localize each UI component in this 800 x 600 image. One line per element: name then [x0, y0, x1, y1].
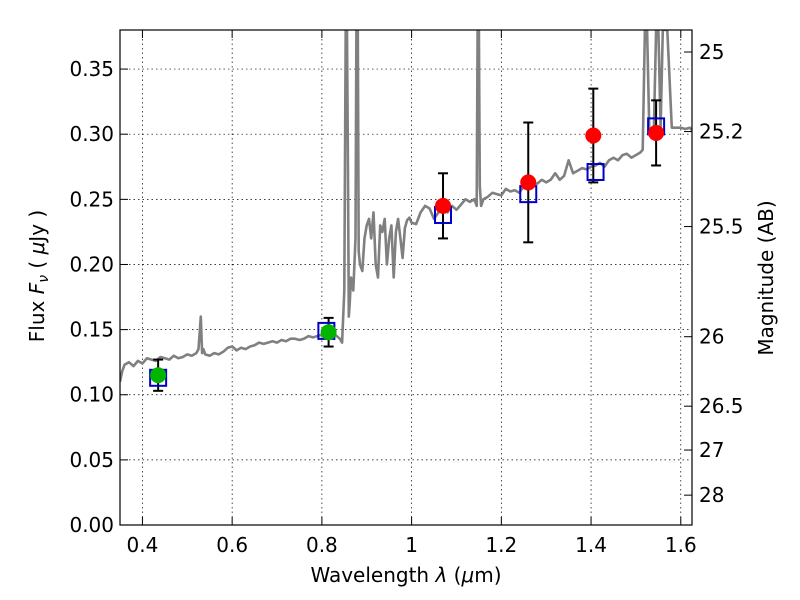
model-spectrum-layer [120, 30, 692, 382]
magnitude-tick-label: 28 [699, 483, 724, 507]
magnitude-tick-label: 26.5 [699, 394, 744, 418]
observed-green-point [150, 367, 167, 384]
x-tick-label: 1.2 [485, 533, 517, 557]
x-tick-label: 0.4 [127, 533, 159, 557]
observed-red-point [648, 124, 665, 141]
plot-frame [119, 29, 693, 526]
model-spectrum-line [120, 30, 692, 382]
y-tick-label: 0.20 [69, 252, 114, 276]
magnitude-tick-label: 26 [699, 325, 724, 349]
x-tick-label: 1.6 [665, 533, 697, 557]
x-tick-label: 0.6 [216, 533, 248, 557]
y-tick-label: 0.25 [69, 187, 114, 211]
x-tick-label: 0.8 [306, 533, 338, 557]
x-tick-label: 1.4 [575, 533, 607, 557]
observed-red-point [585, 127, 602, 144]
magnitude-tick-label: 25 [699, 40, 724, 64]
magnitude-tick-label: 25.5 [699, 215, 744, 239]
magnitude-axis-label: Magnitude (AB) [754, 200, 778, 355]
magnitude-tick-label: 25.2 [699, 120, 744, 144]
magnitude-tick-label: 27 [699, 438, 724, 462]
y-axis-label: Flux Fν ( μJy ) [25, 210, 52, 342]
y-tick-label: 0.15 [69, 318, 114, 342]
observed-red-point [435, 197, 452, 214]
y-tick-label: 0.00 [69, 513, 114, 537]
y-tick-label: 0.30 [69, 122, 114, 146]
y-tick-label: 0.10 [69, 383, 114, 407]
tick-layer: 0.4 0.6 0.8 1 1.2 1.4 1.6 0.00 0.05 0.10 0.15 0.20 0… [69, 30, 744, 557]
synthetic-photometry-marker [586, 162, 605, 181]
x-tick-label: 1 [405, 533, 418, 557]
y-tick-label: 0.35 [69, 57, 114, 81]
observed-green-point [320, 324, 337, 341]
y-tick-label: 0.05 [69, 448, 114, 472]
grid-layer [120, 30, 692, 526]
marker-layer [149, 117, 666, 387]
x-axis-label: Wavelength λ (μm) [310, 563, 501, 587]
observed-red-point [520, 174, 537, 191]
